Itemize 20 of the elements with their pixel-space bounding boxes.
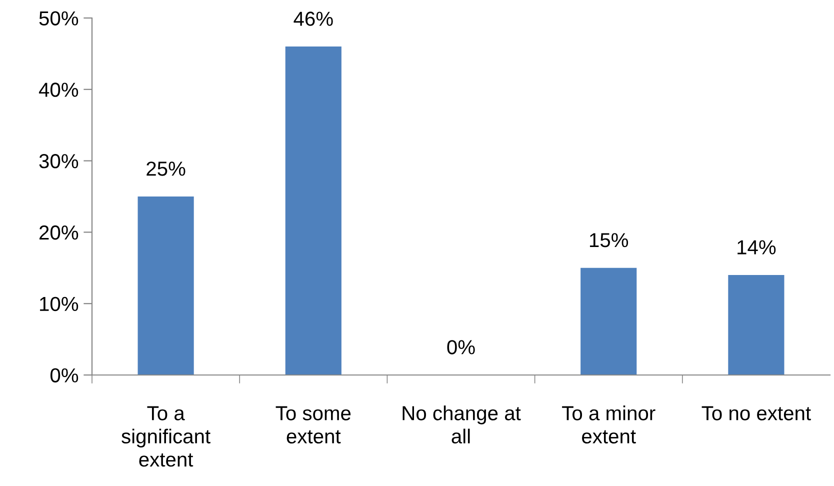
y-tick-label: 10%	[40, 296, 78, 312]
bar	[728, 275, 784, 375]
data-label: 14%	[738, 240, 776, 254]
data-label: 0%	[447, 340, 475, 354]
y-tick-label: 30%	[39, 154, 78, 168]
x-tick-label: No change at all	[402, 406, 521, 444]
x-tick-label: To some extent	[276, 406, 351, 444]
y-tick-label: 50%	[39, 11, 78, 26]
y-tick-label: 20%	[40, 225, 78, 240]
y-tick-label: 40%	[38, 82, 78, 97]
data-label: 46%	[294, 12, 333, 26]
data-label: 15%	[590, 233, 628, 248]
bar	[285, 46, 342, 375]
y-tick-label: 0%	[50, 368, 78, 382]
data-label: 25%	[146, 162, 186, 176]
x-tick-label: To a minor extent	[562, 406, 656, 444]
x-tick-label: To no extent	[702, 406, 811, 420]
x-tick-label: To a significant extent	[122, 406, 210, 467]
bar	[580, 268, 637, 375]
bar	[138, 196, 194, 375]
